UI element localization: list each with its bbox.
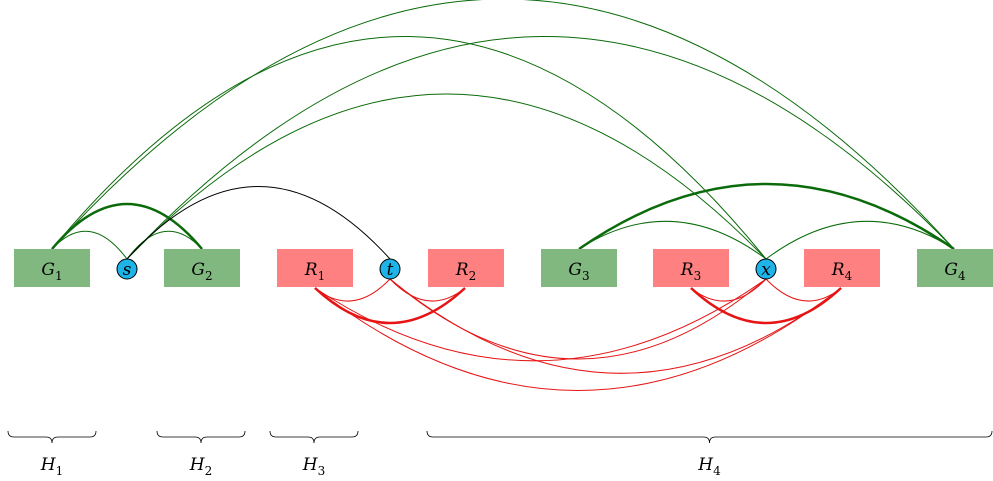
box-g2-label: G2 — [191, 260, 212, 283]
brace-h2-curve — [156, 430, 246, 444]
brace-h2: H2 — [156, 430, 246, 478]
edge-g1-s — [51, 230, 128, 260]
brace-h1-label: H1 — [40, 455, 63, 478]
box-g4-rect — [917, 249, 993, 287]
box-g2-rect — [164, 249, 240, 287]
edge-r1-x — [314, 278, 767, 362]
brace-h3-curve — [269, 430, 359, 444]
edge-s-x — [126, 93, 767, 260]
edge-r3-x — [690, 278, 767, 302]
edge-r3-r4-thick — [690, 287, 842, 325]
edge-s-g4 — [126, 36, 955, 260]
edge-g1-g2-thick — [51, 202, 203, 250]
edge-g1-x — [51, 36, 767, 260]
box-r3-rect — [653, 249, 729, 287]
vertex-x-circle — [755, 258, 777, 280]
edge-r1-r2-thick — [314, 287, 466, 325]
box-r1: R1 — [277, 249, 353, 287]
box-g2: G2 — [164, 249, 240, 287]
box-g1: G1 — [14, 249, 90, 287]
boxes-layer: G1 G2 R1 R2 G3 R3 R4 G4 — [14, 249, 993, 287]
brace-h1: H1 — [7, 430, 97, 478]
braces-layer: H1 H2 H3 H4 — [7, 430, 993, 478]
box-g1-rect — [14, 249, 90, 287]
vertex-t: t — [379, 258, 401, 280]
edge-g3-g4-thick — [578, 182, 955, 251]
box-r3: R3 — [653, 249, 729, 287]
box-g3-label: G3 — [568, 260, 589, 283]
edge-g3-x — [578, 220, 767, 260]
edge-x-g4 — [765, 220, 955, 260]
edge-r1-r4 — [314, 287, 842, 391]
vertex-t-label: t — [387, 260, 394, 280]
brace-h3-label: H3 — [302, 455, 325, 478]
brace-h2-label: H2 — [189, 455, 212, 478]
box-g3-rect — [541, 249, 617, 287]
box-r1-rect — [277, 249, 353, 287]
brace-h1-curve — [7, 430, 97, 444]
box-r4-label: R4 — [831, 260, 853, 283]
vertex-t-circle — [379, 258, 401, 280]
box-r2-label: R2 — [455, 260, 476, 283]
box-r4-rect — [804, 249, 880, 287]
edge-s-t — [126, 186, 391, 260]
brace-h3: H3 — [269, 430, 359, 478]
box-g3: G3 — [541, 249, 617, 287]
edge-t-r4 — [389, 278, 842, 374]
box-r2-rect — [428, 249, 504, 287]
box-r3-label: R3 — [680, 260, 701, 283]
box-g4: G4 — [917, 249, 993, 287]
box-g4-label: G4 — [944, 260, 966, 283]
vertex-x-label: x — [761, 260, 771, 280]
vertex-s-circle — [116, 258, 138, 280]
edge-s-g2 — [126, 230, 203, 260]
edge-g1-g4 — [51, 0, 955, 250]
box-r4: R4 — [804, 249, 880, 287]
brace-h4-label: H4 — [697, 455, 721, 478]
edge-t-r2 — [389, 278, 466, 302]
brace-h4-curve — [426, 430, 993, 444]
brace-h4: H4 — [426, 430, 993, 478]
box-r1-label: R1 — [304, 260, 325, 283]
vertex-s: s — [116, 258, 138, 280]
edges-layer — [51, 0, 955, 391]
box-r2: R2 — [428, 249, 504, 287]
vertex-x: x — [755, 258, 777, 280]
vertex-s-label: s — [123, 260, 132, 280]
box-g1-label: G1 — [41, 260, 62, 283]
